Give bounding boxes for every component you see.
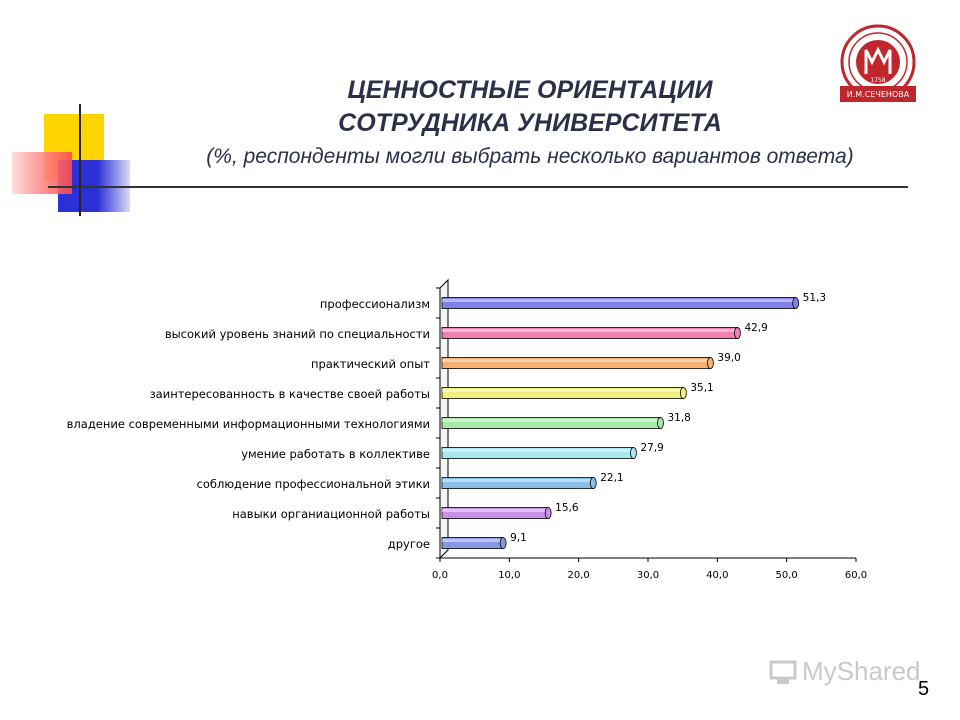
slide-subtitle: (%, респонденты могли выбрать несколько …: [206, 145, 854, 168]
bar-highlight: [442, 329, 738, 332]
bar-highlight: [442, 389, 684, 392]
x-tick-label: 0,0: [432, 570, 448, 581]
deco-horizontal-line: [48, 186, 908, 188]
category-label: умение работать в коллективе: [241, 447, 430, 461]
bar-highlight: [442, 449, 634, 452]
value-label: 31,8: [667, 412, 690, 424]
slide-title-line-1: ЦЕННОСТНЫЕ ОРИЕНТАЦИИ: [347, 76, 713, 104]
bar-end-cap: [707, 357, 714, 369]
slide-title-block: ЦЕННОСТНЫЕ ОРИЕНТАЦИИ СОТРУДНИКА УНИВЕРС…: [150, 74, 910, 172]
category-label: навыки органиационной работы: [232, 507, 430, 521]
value-label: 51,3: [803, 292, 826, 304]
category-label: другое: [388, 537, 430, 551]
x-tick-label: 10,0: [498, 570, 520, 581]
category-label: профессионализм: [320, 297, 430, 311]
value-label: 35,1: [690, 382, 713, 394]
logo-caption: И.М.СЕЧЕНОВА: [847, 90, 910, 99]
bar-highlight: [442, 359, 711, 362]
bar-highlight: [442, 479, 594, 482]
presentation-icon: [769, 660, 797, 684]
watermark-text: MyShared: [802, 656, 921, 686]
bar-highlight: [442, 509, 549, 512]
x-tick-label: 20,0: [568, 570, 590, 581]
bar-end-cap: [630, 447, 637, 459]
logo-year: 1758: [870, 77, 885, 84]
watermark: MyShared: [768, 656, 921, 687]
value-label: 27,9: [640, 442, 663, 454]
bar-highlight: [442, 539, 504, 542]
category-label: высокий уровень знаний по специальности: [165, 327, 430, 341]
bar-end-cap: [679, 387, 687, 399]
slide-title-line-2: СОТРУДНИКА УНИВЕРСИТЕТА: [338, 109, 722, 137]
bar-highlight: [442, 299, 796, 302]
category-label: заинтересованность в качестве своей рабо…: [150, 387, 430, 401]
value-label: 42,9: [744, 322, 767, 334]
bar-end-cap: [734, 327, 741, 339]
bar-end-cap: [657, 417, 664, 429]
value-label: 22,1: [600, 472, 623, 484]
bar-end-cap: [544, 507, 552, 519]
value-label: 15,6: [555, 502, 579, 514]
x-tick-label: 30,0: [637, 570, 659, 581]
bar-end-cap: [589, 477, 597, 489]
value-label: 39,0: [717, 352, 740, 364]
deco-vertical-line: [79, 104, 81, 216]
bar-highlight: [442, 419, 661, 422]
value-label: 9,1: [510, 532, 527, 544]
x-tick-label: 40,0: [706, 570, 728, 581]
x-tick-label: 60,0: [845, 570, 867, 581]
category-label: владение современными информационными те…: [67, 417, 430, 431]
x-tick-label: 50,0: [776, 570, 798, 581]
bar-end-cap: [499, 537, 507, 549]
page-number: 5: [918, 678, 930, 700]
category-label: соблюдение профессиональной этики: [197, 477, 430, 491]
university-logo: И.М.СЕЧЕНОВА 1758: [838, 22, 918, 112]
bar-end-cap: [792, 297, 800, 309]
category-label: практический опыт: [311, 357, 430, 371]
